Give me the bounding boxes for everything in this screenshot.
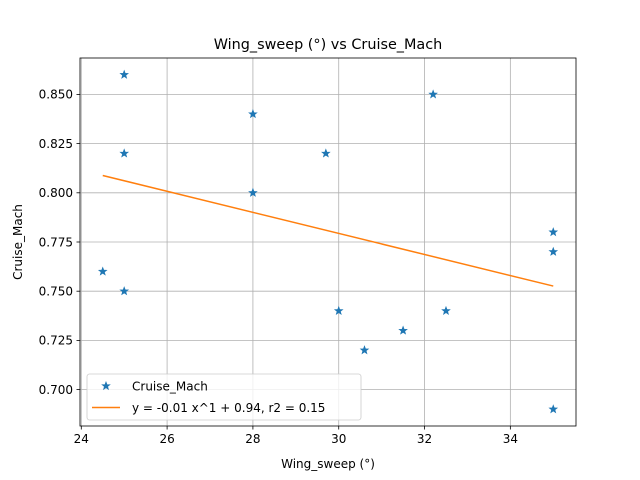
data-point — [119, 148, 130, 158]
x-tick-label: 24 — [74, 432, 89, 446]
y-tick-label: 0.775 — [39, 235, 73, 249]
x-tick-label: 34 — [503, 432, 518, 446]
y-tick-label: 0.750 — [39, 284, 73, 298]
data-point — [119, 286, 130, 296]
data-point — [119, 69, 130, 79]
legend-scatter-marker — [101, 380, 111, 391]
x-tick-label: 32 — [417, 432, 432, 446]
chart-title: Wing_sweep (°) vs Cruise_Mach — [214, 37, 443, 53]
data-point — [359, 345, 370, 355]
data-point — [248, 187, 258, 197]
y-tick-label: 0.700 — [39, 383, 73, 397]
data-point — [428, 89, 438, 99]
x-tick-label: 28 — [245, 432, 260, 446]
legend-box — [86, 373, 362, 421]
data-point — [548, 227, 559, 237]
data-point — [97, 266, 108, 276]
x-tick-label: 26 — [159, 432, 174, 446]
y-tick-label: 0.800 — [39, 186, 73, 200]
legend-label-fit: y = -0.01 x^1 + 0.94, r2 = 0.15 — [132, 401, 325, 415]
y-axis-title: Cruise_Mach — [11, 204, 25, 280]
data-point — [398, 325, 408, 335]
data-point — [248, 109, 258, 119]
x-axis-title: Wing_sweep (°) — [281, 457, 375, 471]
fit-line — [102, 174, 554, 287]
data-point — [548, 404, 559, 414]
data-point — [548, 246, 559, 256]
ticks: 24 26 28 30 32 34 0.700 0.725 0.750 0.775 0.800 0.8… — [39, 88, 518, 446]
data-point — [333, 305, 344, 315]
data-layer — [97, 69, 559, 414]
legend-label-cruise-mach: Cruise_Mach — [132, 380, 208, 394]
data-point — [321, 148, 331, 158]
x-tick-label: 30 — [331, 432, 346, 446]
data-point — [441, 305, 451, 315]
y-tick-label: 0.725 — [39, 334, 73, 348]
y-tick-label: 0.825 — [39, 137, 73, 151]
y-tick-label: 0.850 — [39, 88, 73, 102]
